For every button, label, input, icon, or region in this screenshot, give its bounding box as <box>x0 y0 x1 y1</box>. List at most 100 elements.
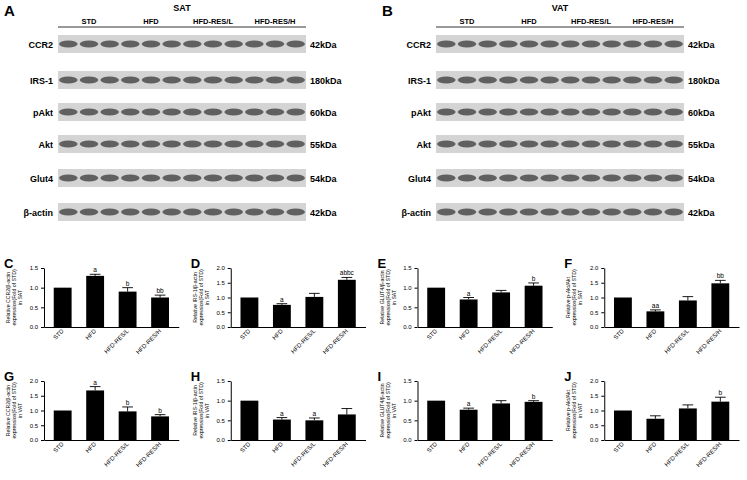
y-tick: 2.0 <box>30 378 44 384</box>
blot-panel: ASATSTDHFDHFD-RES/LHFD-RES/HCCR242kDaIRS… <box>4 2 343 221</box>
blot-band <box>266 141 285 148</box>
y-tick-mark <box>41 327 44 328</box>
blot-band <box>623 141 642 148</box>
blot-band <box>540 109 559 116</box>
blot-band <box>183 109 202 116</box>
blot-band <box>80 141 99 148</box>
y-axis-label: Relative CCR2/β-actinexpression(Fold of … <box>5 382 23 438</box>
y-axis: 0.00.51.01.5 <box>216 378 231 443</box>
blot-band <box>204 175 223 182</box>
blot-band <box>183 141 202 148</box>
blot-band <box>204 77 223 84</box>
y-axis: 0.00.51.01.5 <box>403 378 418 443</box>
y-tick-mark <box>41 268 44 269</box>
bars <box>427 401 542 440</box>
blot-band <box>80 77 99 84</box>
x-tick: HFD-RES/L <box>477 327 504 354</box>
y-axis-label: Relative IRS-1/β-actinexpression(Fold of… <box>192 269 210 325</box>
protein-label: IRS-1 <box>30 76 53 86</box>
error-bar <box>341 277 352 279</box>
x-tick-label: STD <box>239 440 252 453</box>
bar <box>646 311 664 327</box>
blot-band <box>623 175 642 182</box>
blot-band <box>437 109 456 116</box>
x-axis-line <box>605 440 740 441</box>
blot-band <box>458 77 477 84</box>
x-tick: HFD-RES/L <box>290 327 317 354</box>
blot-band <box>162 175 181 182</box>
y-tick-mark <box>601 411 604 412</box>
blot-band <box>224 41 243 48</box>
y-tick-label: 0.5 <box>30 423 39 429</box>
blot-band <box>458 209 477 216</box>
tissue-label: SAT <box>173 3 191 13</box>
x-tick: STD <box>239 440 252 453</box>
y-axis: 0.00.51.01.5 <box>403 265 418 330</box>
x-tick: HFD <box>84 440 97 453</box>
blot-band <box>582 141 601 148</box>
x-tick-label: HFD-RES/L <box>477 327 504 354</box>
x-tick: STD <box>52 327 65 340</box>
blot-band <box>266 109 285 116</box>
y-tick: 0.0 <box>590 324 604 330</box>
blot-band <box>458 175 477 182</box>
y-axis-label: Relative GLUT4/β-actinexpression(Fold of… <box>379 269 397 325</box>
y-tick: 1.5 <box>403 265 417 271</box>
x-axis: STDHFDHFD-RES/LHFD-RES/H <box>605 440 740 468</box>
x-tick-label: HFD <box>458 440 471 453</box>
group-line <box>58 27 306 28</box>
protein-label: pAkt <box>33 108 53 118</box>
blot-band <box>478 209 497 216</box>
error-bar <box>715 397 726 401</box>
error-bar <box>496 401 507 404</box>
y-axis-line <box>604 269 605 328</box>
blot-band <box>59 41 78 48</box>
y-axis-label: Relative p-Akt/Aktexpression(Fold of STD… <box>565 269 583 325</box>
x-tick: HFD <box>458 327 471 340</box>
blot-band <box>245 209 264 216</box>
x-axis: STDHFDHFD-RES/LHFD-RES/H <box>418 440 553 468</box>
blot-band <box>59 209 78 216</box>
y-tick-mark <box>601 396 604 397</box>
blot-band <box>183 175 202 182</box>
blot-band <box>142 141 161 148</box>
blot-strip <box>436 103 684 121</box>
y-axis-line <box>44 382 45 441</box>
blot-band <box>623 77 642 84</box>
y-tick-mark <box>228 312 231 313</box>
blot-band <box>664 175 683 182</box>
protein-label: CCR2 <box>28 40 53 50</box>
y-tick-label: 1.0 <box>590 295 599 301</box>
x-tick-label: HFD-RES/L <box>663 327 690 354</box>
size-label: 42kDa <box>310 40 338 50</box>
blot-band <box>478 109 497 116</box>
protein-label: Glut4 <box>30 174 53 184</box>
bar <box>338 414 356 440</box>
blot-band <box>664 77 683 84</box>
group-label: HFD-RES/H <box>255 17 296 26</box>
y-tick-label: 1.0 <box>403 398 412 404</box>
blot-band <box>286 109 305 116</box>
blot-band <box>286 77 305 84</box>
blot-band <box>561 77 580 84</box>
bar <box>54 411 72 441</box>
blot-band <box>540 141 559 148</box>
blot-strip <box>58 103 306 121</box>
y-tick-mark <box>228 327 231 328</box>
bar <box>525 286 543 327</box>
x-tick-label: HFD-RES/L <box>103 327 130 354</box>
blot-band <box>286 141 305 148</box>
x-tick: STD <box>612 327 625 340</box>
blot-band <box>623 209 642 216</box>
blot-band <box>478 77 497 84</box>
size-label: 42kDa <box>310 208 338 218</box>
blot-band <box>142 175 161 182</box>
blot-strip <box>436 135 684 153</box>
y-tick-mark <box>228 420 231 421</box>
y-tick-label: 0.5 <box>30 305 39 311</box>
blot-band <box>499 77 518 84</box>
x-tick-label: HFD-RES/L <box>290 440 317 467</box>
y-tick-label: 0.0 <box>30 324 39 330</box>
error-bar <box>155 415 166 417</box>
y-tick-label: 1.0 <box>30 285 39 291</box>
